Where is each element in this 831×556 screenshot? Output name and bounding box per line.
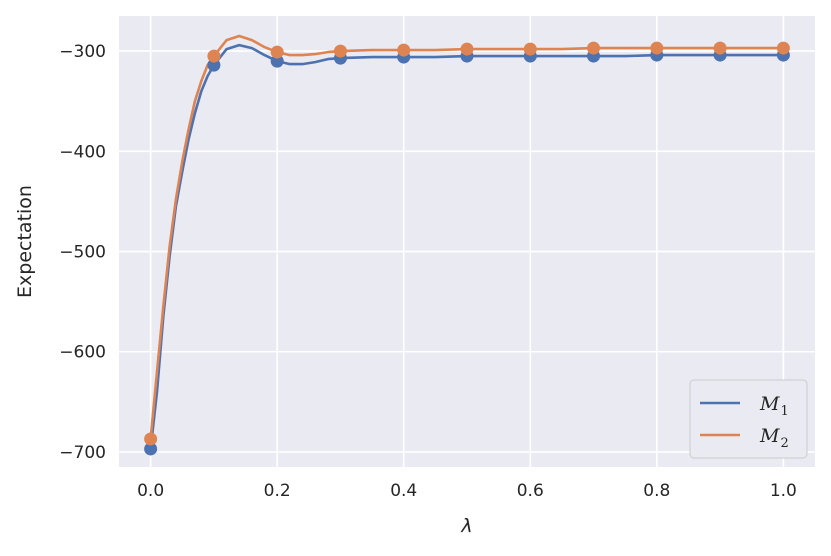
data-point-m2	[397, 43, 411, 57]
x-tick-label: 0.8	[643, 481, 670, 501]
x-tick-label: 0.0	[137, 481, 164, 501]
data-point-m2	[523, 42, 537, 56]
y-tick-label: −400	[59, 142, 106, 162]
x-axis-label: λ	[460, 515, 472, 537]
data-point-m1	[207, 58, 221, 72]
data-point-m2	[144, 432, 158, 446]
x-tick-label: 0.6	[517, 481, 544, 501]
y-tick-labels: −700 −600 −500 −400 −300	[59, 42, 106, 463]
x-tick-label: 1.0	[770, 481, 797, 501]
series-line-m1	[149, 43, 784, 450]
legend-box	[689, 379, 808, 459]
y-axis-label: Expectation	[14, 185, 36, 298]
data-point-m1	[144, 442, 158, 456]
y-tick-label: −600	[59, 343, 106, 363]
data-point-m2	[270, 45, 284, 59]
data-point-m2	[776, 41, 790, 55]
data-point-m2	[713, 41, 727, 55]
series-lines	[149, 34, 784, 450]
data-point-m2	[333, 44, 347, 58]
y-tick-label: −300	[59, 42, 106, 62]
y-tick-label: −500	[59, 243, 106, 263]
legend-label-m2: M2	[759, 425, 789, 451]
data-point-m2	[587, 41, 601, 55]
series-markers	[144, 41, 790, 456]
x-tick-label: 0.2	[264, 481, 291, 501]
data-point-m2	[207, 49, 221, 63]
data-point-m2	[650, 41, 664, 55]
y-tick-label: −700	[59, 443, 106, 463]
legend-label-m1: M1	[759, 393, 789, 419]
data-point-m1	[270, 54, 284, 68]
data-point-m2	[460, 42, 474, 56]
x-tick-label: 0.4	[390, 481, 417, 501]
x-tick-labels: 0.0 0.2 0.4 0.6 0.8 1.0	[137, 481, 797, 501]
series-line-m2	[149, 34, 784, 440]
